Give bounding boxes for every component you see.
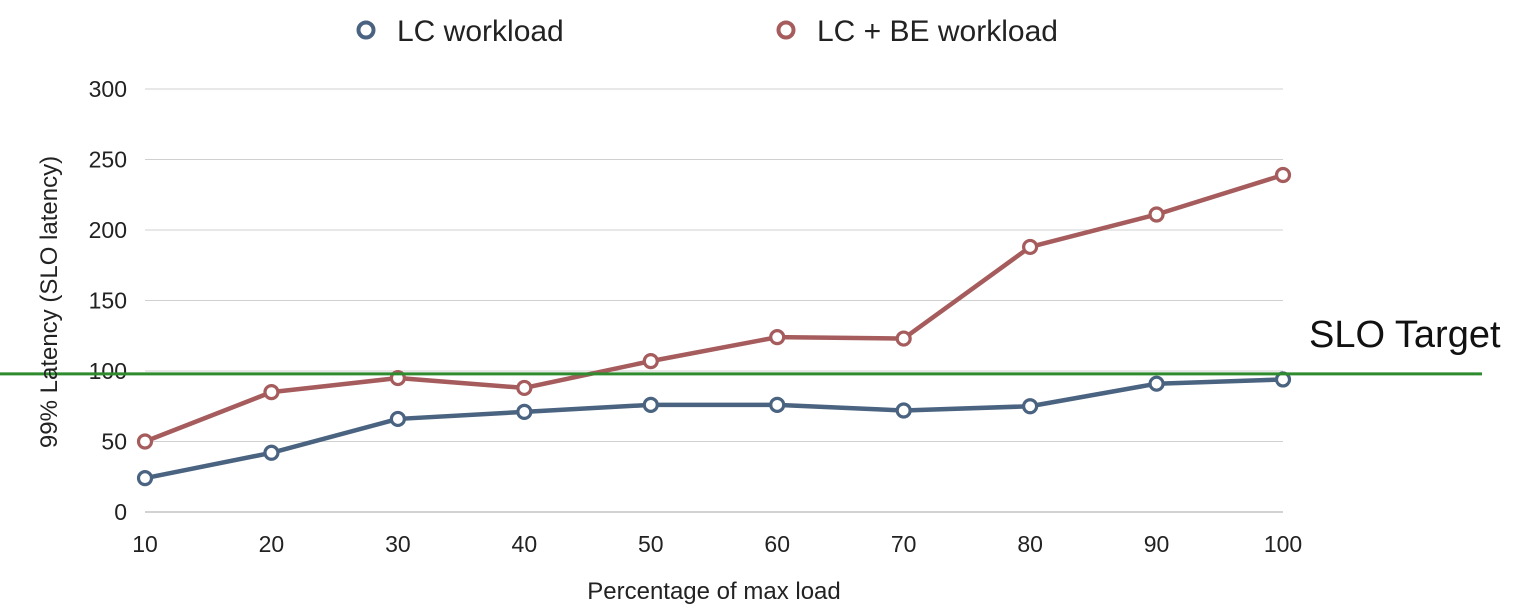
data-point [769, 396, 786, 413]
data-point [769, 329, 786, 346]
data-point [389, 410, 406, 428]
y-tick-label: 300 [89, 76, 127, 102]
x-tick-label: 60 [764, 531, 790, 557]
legend-item: LC workload [356, 15, 564, 48]
series-line [142, 377, 1286, 481]
series-layer [136, 166, 1292, 487]
data-point [1148, 206, 1165, 223]
y-tick-label: 0 [114, 499, 127, 525]
y-tick-label: 50 [101, 429, 127, 455]
slo-target-label: SLO Target [1309, 314, 1501, 356]
x-tick-label: 90 [1144, 531, 1170, 557]
y-axis-label: 99% Latency (SLO latency) [36, 156, 63, 448]
x-axis-label: Percentage of max load [587, 578, 841, 605]
legend-label: LC workload [397, 15, 564, 48]
data-point [1022, 238, 1039, 256]
x-tick-label: 30 [385, 531, 411, 557]
data-point [642, 396, 659, 413]
reference-layer: SLO Target [0, 314, 1501, 376]
x-tick-label: 50 [638, 531, 664, 557]
x-tick-label: 100 [1264, 531, 1302, 557]
series-1 [136, 371, 1292, 487]
legend-item: LC + BE workload [776, 15, 1058, 48]
legend-marker [356, 20, 376, 40]
data-point [263, 444, 280, 461]
series-line [142, 172, 1286, 444]
y-tick-label: 250 [89, 147, 127, 173]
x-axis-ticks: 10 20 30 40 50 60 70 80 90 100 [132, 531, 1302, 557]
y-tick-label: 100 [89, 358, 127, 384]
data-point [516, 379, 533, 397]
data-point [1022, 398, 1039, 415]
legend: LC workload LC + BE workload [356, 15, 1058, 48]
data-point [263, 384, 280, 401]
data-point [1148, 375, 1165, 392]
grid-lines [145, 88, 1283, 513]
data-point [516, 403, 533, 420]
x-tick-label: 10 [132, 531, 158, 557]
data-point [136, 433, 154, 450]
data-point [895, 402, 912, 419]
y-axis-ticks: 0 50 100 150 200 250 300 [89, 76, 127, 525]
x-tick-label: 70 [891, 531, 917, 557]
series-2 [136, 166, 1292, 450]
y-tick-label: 200 [89, 217, 127, 243]
data-point [895, 330, 912, 347]
y-tick-label: 150 [89, 288, 127, 314]
data-point [1274, 166, 1292, 184]
x-tick-label: 40 [512, 531, 538, 557]
legend-label: LC + BE workload [817, 15, 1058, 48]
data-point [136, 470, 154, 487]
data-point [642, 353, 659, 370]
x-tick-label: 20 [259, 531, 285, 557]
x-tick-label: 80 [1017, 531, 1043, 557]
legend-marker [776, 20, 796, 40]
